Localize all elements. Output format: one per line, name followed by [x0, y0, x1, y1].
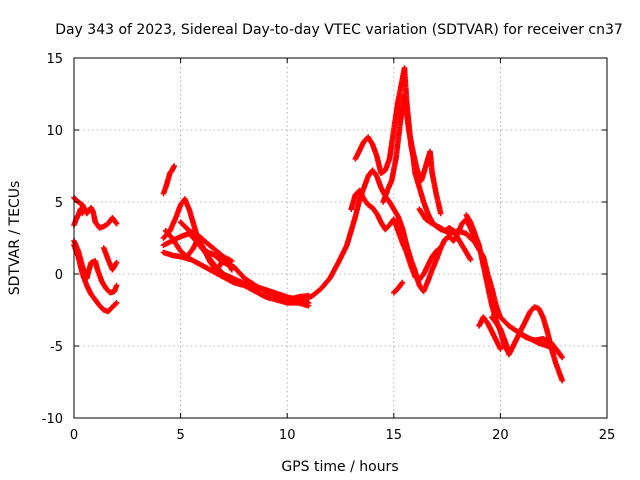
grid	[74, 58, 607, 418]
data-point	[497, 346, 504, 352]
data-point	[305, 302, 312, 309]
plot-frame	[73, 57, 608, 419]
data-points	[71, 65, 565, 384]
data-point	[229, 258, 235, 264]
series-track-u	[518, 331, 565, 361]
data-point	[79, 210, 86, 217]
series-track-p	[391, 279, 406, 296]
series-track-i	[160, 249, 312, 309]
data-point	[399, 279, 406, 286]
x-tick-label: 25	[599, 428, 616, 443]
x-axis-title: GPS time / hours	[281, 459, 398, 475]
y-tick-label: 0	[55, 268, 63, 283]
series-track-g	[160, 196, 312, 303]
axis-ticks: 0 5 10 15 20 25 -10 -5 0 5 10 15	[42, 52, 616, 443]
series-track-d	[71, 242, 120, 315]
x-tick-label: 5	[176, 428, 184, 443]
series-track-e	[101, 245, 120, 273]
series-track-v	[476, 314, 504, 352]
series-track-b	[71, 206, 86, 228]
y-axis-title: SDTVAR / TECUs	[7, 181, 23, 296]
data-point	[113, 300, 120, 306]
series-track-t	[506, 304, 565, 384]
y-tick-label: 15	[46, 52, 63, 67]
x-tick-label: 20	[492, 428, 509, 443]
data-point	[437, 245, 444, 251]
data-point	[171, 163, 177, 169]
x-tick-label: 0	[70, 428, 78, 443]
series-track-o	[380, 91, 444, 217]
y-tick-label: 5	[55, 196, 63, 211]
series-track-f	[160, 163, 177, 197]
y-tick-label: -10	[42, 412, 63, 427]
y-tick-label: -5	[50, 340, 63, 355]
data-point	[113, 259, 120, 266]
series-track-j	[162, 228, 235, 273]
data-point	[113, 220, 120, 227]
x-tick-label: 15	[386, 428, 403, 443]
series-track-k	[177, 219, 235, 264]
data-point	[559, 377, 565, 384]
data-point	[229, 266, 235, 273]
data-point	[559, 354, 565, 361]
y-tick-label: 10	[46, 124, 63, 139]
x-tick-label: 10	[279, 428, 296, 443]
data-point	[113, 282, 120, 289]
data-point	[467, 256, 474, 263]
data-point	[437, 210, 444, 217]
series-track-s	[489, 314, 512, 355]
chart-title: Day 343 of 2023, Sidereal Day-to-day VTE…	[55, 22, 623, 38]
series-track-m	[348, 187, 444, 283]
